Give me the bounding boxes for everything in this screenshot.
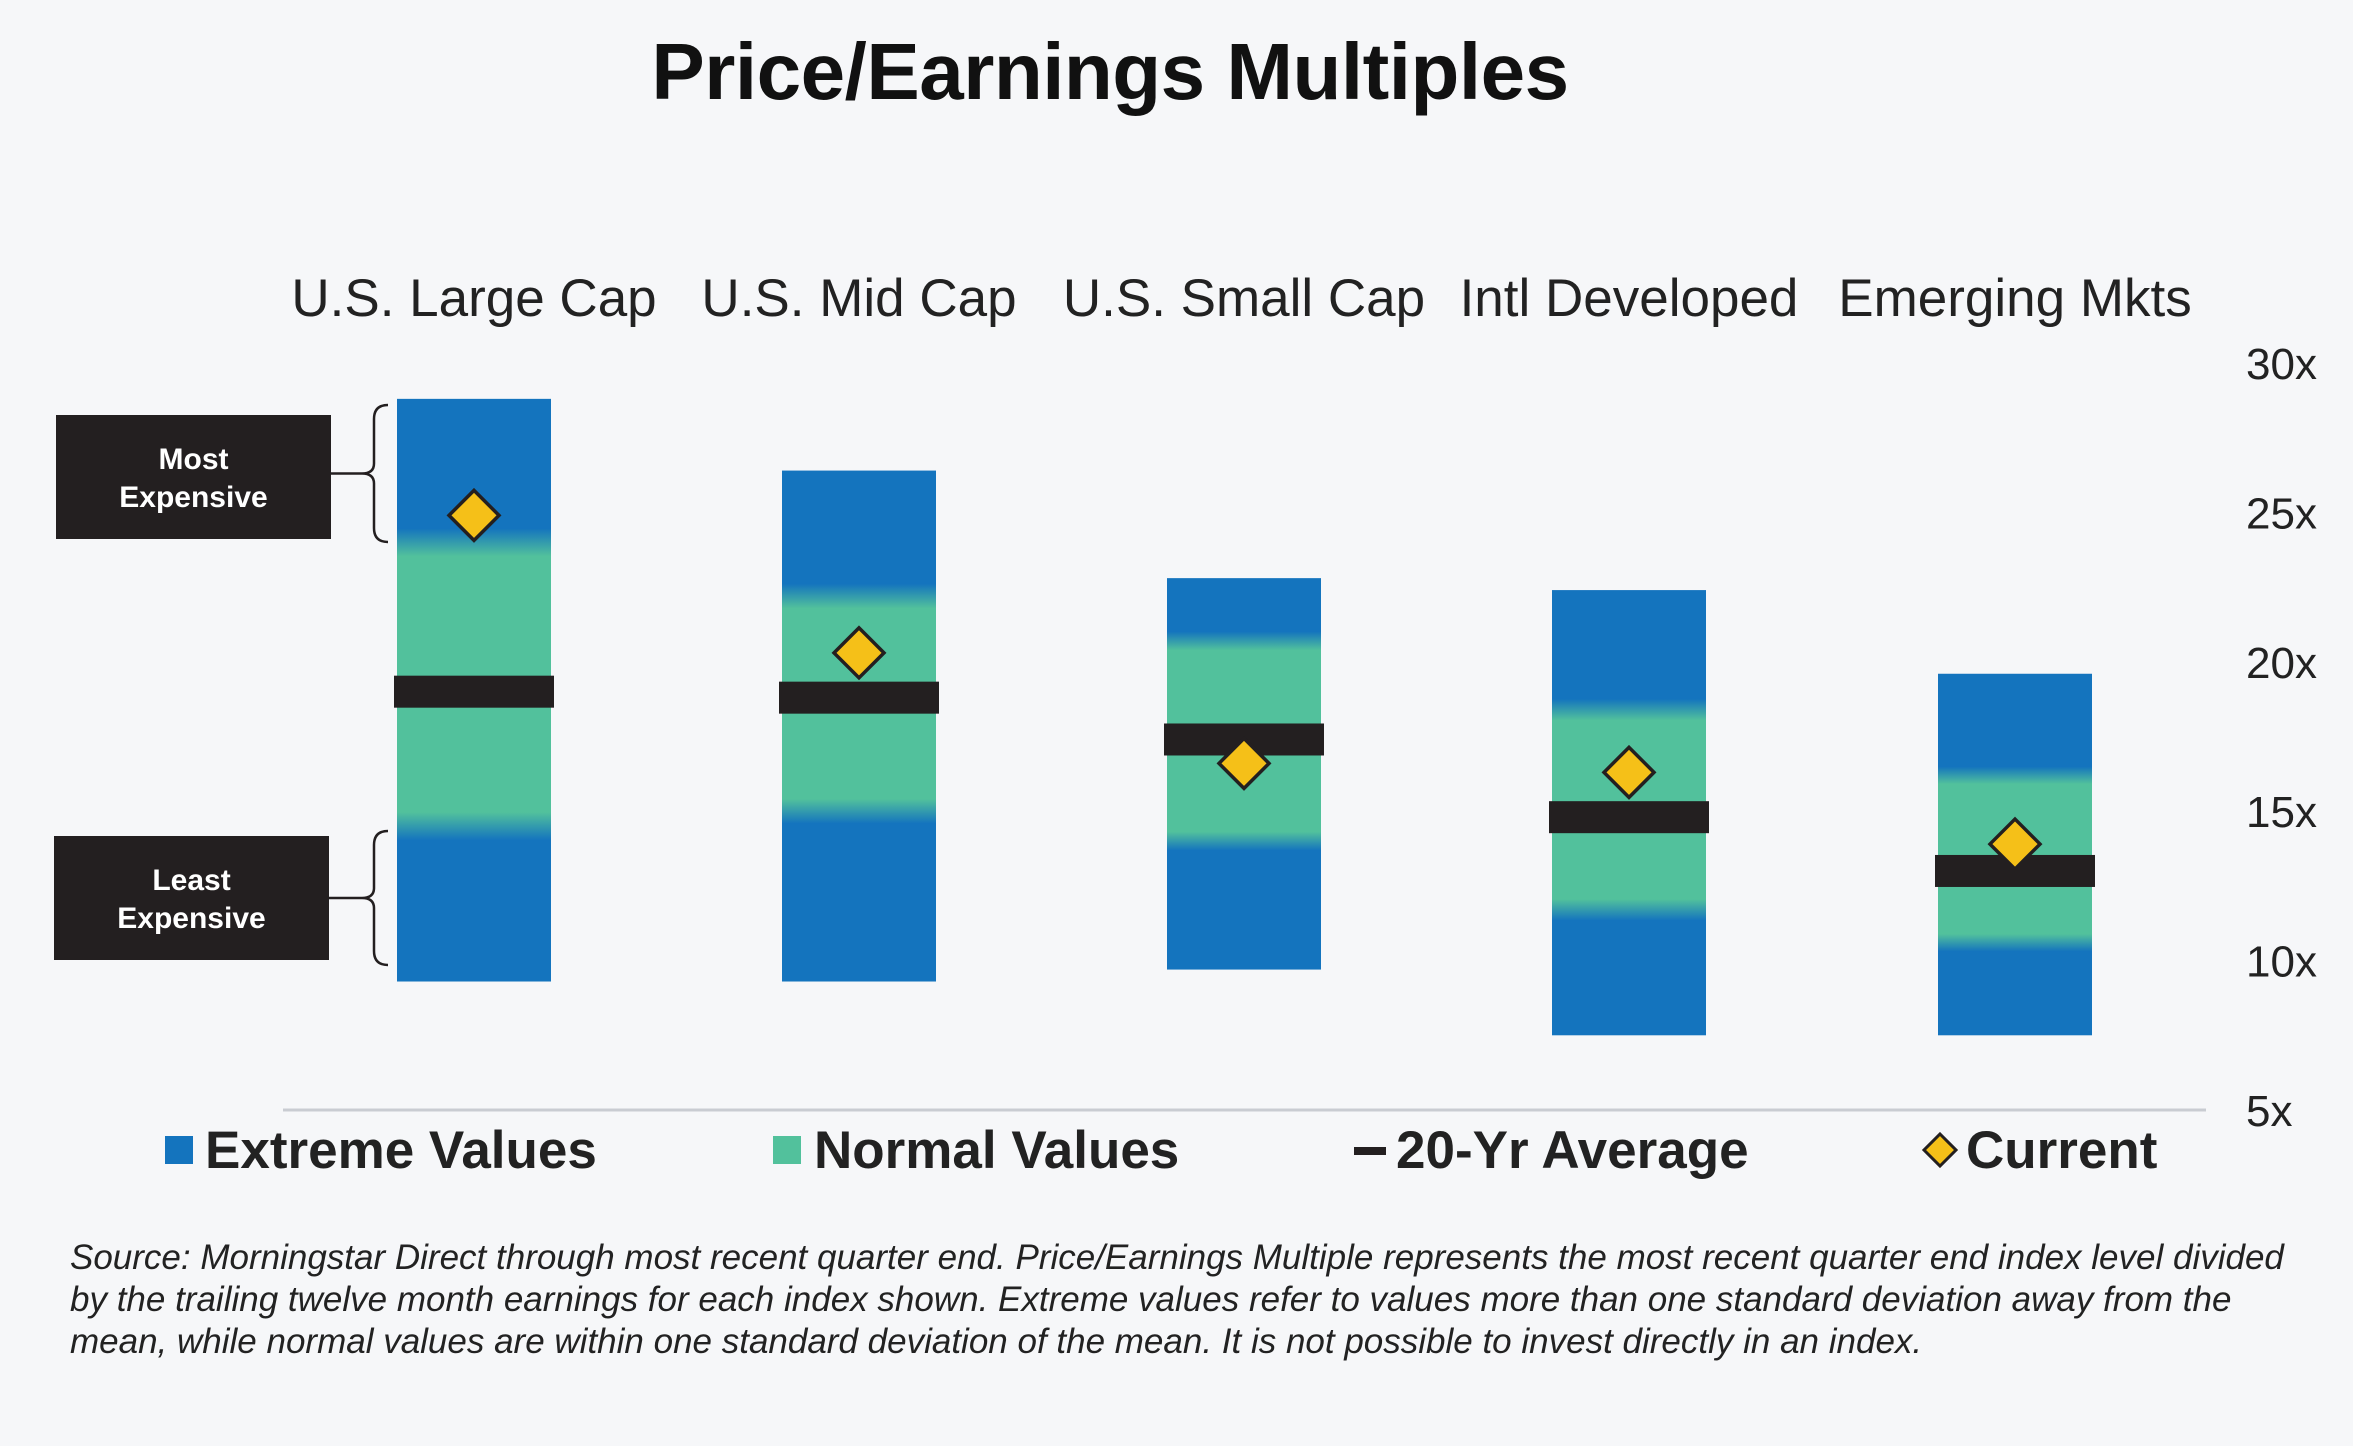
legend-label-current: Current [1966,1121,2157,1180]
y-tick-label: 15x [2246,788,2317,837]
legend-swatch-current [1921,1131,1959,1169]
callout-least-expensive-line-1: Least [152,864,230,897]
category-label: U.S. Large Cap [291,269,656,328]
callout-most-expensive: Most Expensive [56,403,389,544]
category-label: Emerging Mkts [1838,269,2191,328]
callout-least-expensive-box [54,836,329,960]
callout-most-expensive-line-1: Most [159,443,229,476]
source-note: Source: Morningstar Direct through most … [70,1238,2284,1361]
current-marker [1216,735,1272,791]
y-tick-label: 30x [2246,340,2317,389]
current-marker [446,487,502,543]
category-label: U.S. Mid Cap [701,269,1016,328]
legend-swatch-average [1354,1147,1386,1155]
legend-label-average: 20-Yr Average [1396,1121,1749,1180]
y-tick-label: 5x [2246,1087,2292,1136]
legend-item-current: Current [1921,1121,2157,1180]
legend-item-average: 20-Yr Average [1354,1121,1749,1180]
legend-swatch-normal [773,1136,801,1164]
category-label: Intl Developed [1460,269,1799,328]
category-label: U.S. Small Cap [1063,269,1425,328]
range-bar [782,470,936,982]
legend-swatch-extreme [165,1136,193,1164]
callouts: Most Expensive Least Expensive [54,403,389,967]
callout-least-expensive: Least Expensive [54,829,389,967]
legend-label-normal: Normal Values [814,1121,1179,1180]
current-markers [446,487,2043,872]
current-marker [1987,816,2043,872]
callout-most-expensive-box [56,415,331,539]
callout-most-expensive-brace [361,403,389,544]
average-mark [1549,801,1709,834]
y-tick-label: 10x [2246,938,2317,987]
legend: Extreme Values Normal Values 20-Yr Average… [165,1121,2157,1180]
chart-title: Price/Earnings Multiples [651,27,1569,116]
average-marks [394,675,2095,887]
callout-least-expensive-line-2: Expensive [117,902,265,935]
average-mark [394,675,554,708]
legend-item-normal: Normal Values [773,1121,1179,1180]
legend-item-extreme: Extreme Values [165,1121,597,1180]
average-mark [779,681,939,714]
y-axis-ticks: 30x 25x 20x 15x 10x 5x [2246,340,2317,1136]
callout-least-expensive-brace [361,829,389,967]
y-tick-label: 25x [2246,489,2317,538]
category-labels: U.S. Large Cap U.S. Mid Cap U.S. Small Cap… [291,269,2191,328]
bars [397,398,2092,1036]
current-marker [831,625,887,681]
callout-most-expensive-line-2: Expensive [119,481,267,514]
y-tick-label: 20x [2246,639,2317,688]
current-marker [1601,744,1657,800]
legend-label-extreme: Extreme Values [205,1121,597,1180]
